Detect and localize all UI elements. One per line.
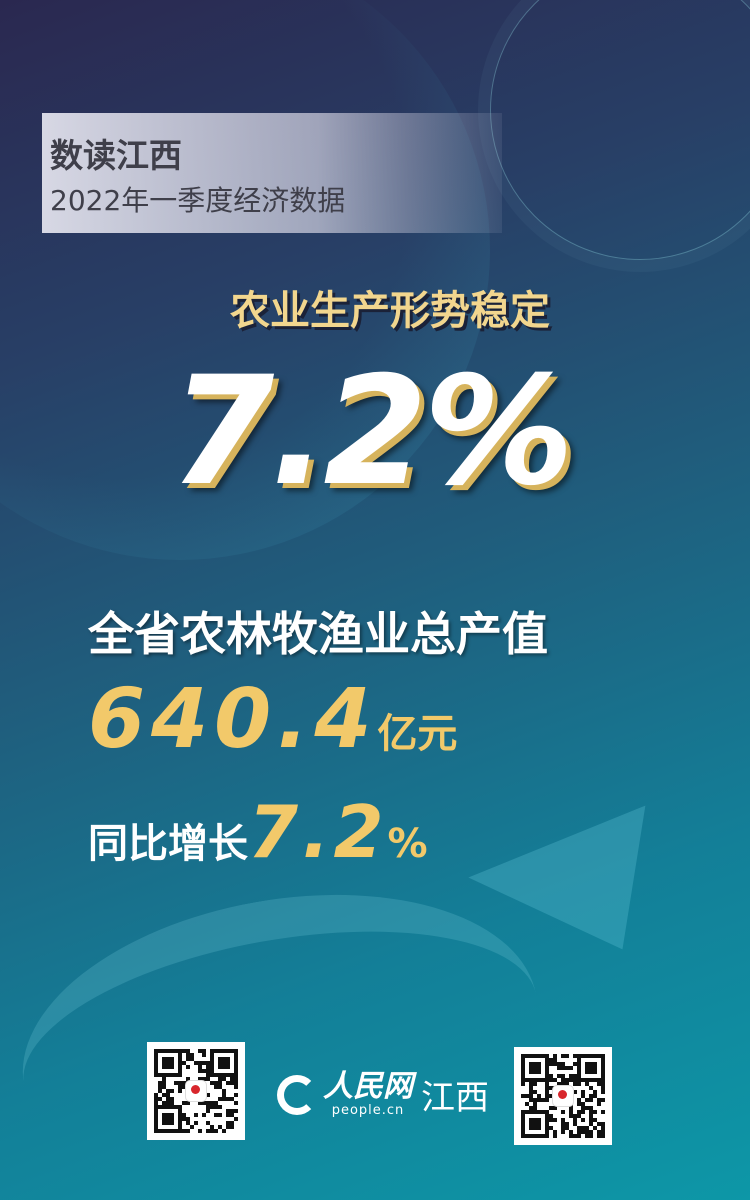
growth-line: 同比增长7.2% <box>88 790 428 874</box>
logo-region: 江西 <box>421 1078 489 1118</box>
decorative-swoosh <box>0 856 561 1200</box>
header-title: 数读江西 <box>50 136 182 175</box>
stat-value: 640.4 <box>88 672 378 767</box>
logo-cn: 人民网 <box>323 1069 413 1104</box>
headline: 农业生产形势稳定 <box>230 288 550 334</box>
header-box: 数读江西 2022年一季度经济数据 <box>42 113 502 233</box>
stat-unit: 亿元 <box>377 711 458 757</box>
big-figure: 7.2% <box>170 345 574 519</box>
header-subtitle: 2022年一季度经济数据 <box>50 184 346 217</box>
arrow-up-icon <box>468 750 682 950</box>
growth-value: 7.2 <box>248 790 388 874</box>
stat-value-line: 640.4亿元 <box>88 672 457 767</box>
people-cn-logo: 人民网 people.cn 江西 <box>277 1070 489 1119</box>
logo-mark-icon <box>277 1074 317 1115</box>
stat-label: 全省农林牧渔业总产值 <box>88 607 548 661</box>
growth-label: 同比增长 <box>88 821 248 867</box>
qr-code-icon[interactable] <box>147 1042 245 1140</box>
logo-en: people.cn <box>331 1103 405 1118</box>
decorative-lines <box>490 0 750 260</box>
growth-unit: % <box>387 821 428 867</box>
qr-code-icon[interactable] <box>514 1047 612 1145</box>
